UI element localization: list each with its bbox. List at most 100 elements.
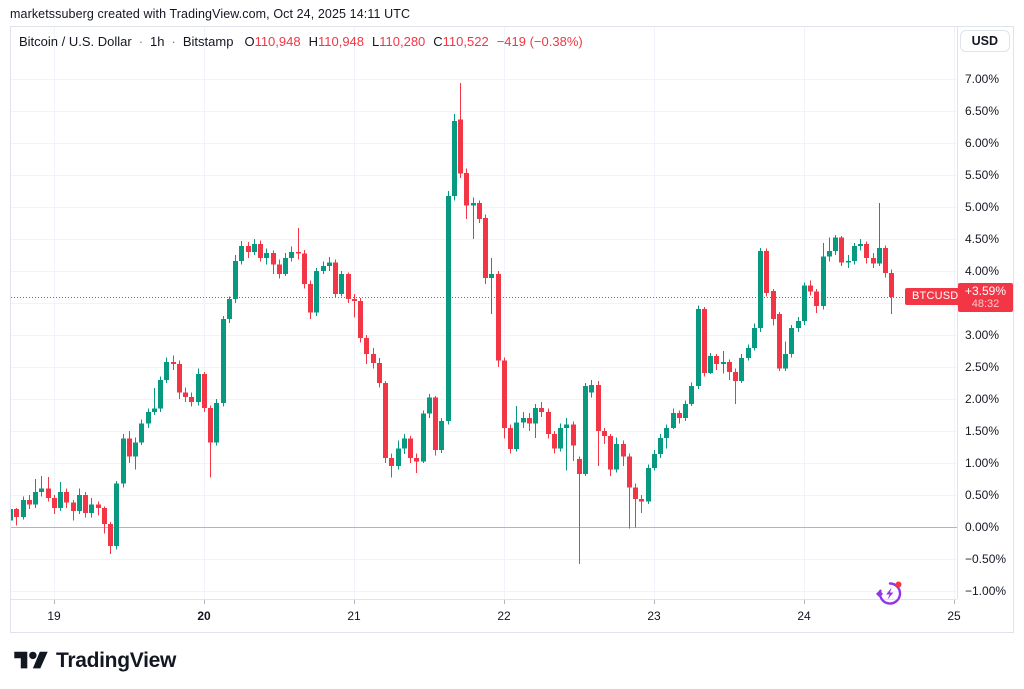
candle (214, 399, 219, 446)
candle (864, 241, 869, 264)
candle (708, 352, 713, 375)
candle (33, 479, 38, 508)
price-tick-label: 0.50% (965, 488, 1000, 502)
interval-label[interactable]: 1h (150, 34, 165, 49)
candle (827, 237, 832, 262)
price-tick-label: 1.00% (965, 456, 1000, 470)
candle (802, 282, 807, 325)
candle (658, 434, 663, 458)
candle (783, 341, 788, 371)
lightning-refresh-icon[interactable] (875, 578, 905, 608)
candle (889, 269, 894, 314)
candle (752, 323, 757, 351)
candle (114, 480, 119, 550)
price-tick-label: 7.00% (965, 72, 1000, 86)
candle (352, 294, 357, 318)
candle (402, 434, 407, 455)
candle (314, 267, 319, 316)
candle (227, 296, 232, 323)
candle (483, 214, 488, 284)
candle (689, 382, 694, 407)
candle (789, 324, 794, 358)
candle (439, 418, 444, 453)
candle (696, 305, 701, 389)
candle (839, 235, 844, 266)
candle (558, 423, 563, 452)
candle (852, 242, 857, 265)
candle (164, 357, 169, 383)
tradingview-logo-text: TradingView (56, 649, 177, 672)
bar-countdown: 48:32 (971, 298, 1000, 311)
candle (364, 335, 369, 364)
grid-lines (11, 27, 957, 599)
currency-toggle-button[interactable]: USD (959, 30, 1010, 52)
candle (77, 488, 82, 515)
price-axis[interactable]: +3.59% 48:32 7.00% 6.50% 6.00% 5.50% 5.00% 4.… (957, 27, 1014, 599)
close-value: 110,522 (442, 34, 489, 49)
time-tick (954, 600, 955, 604)
candle (677, 410, 682, 424)
candle (39, 475, 44, 497)
candle (264, 248, 269, 265)
candle (883, 245, 888, 278)
candle (627, 453, 632, 529)
price-tick-label: 5.50% (965, 168, 1000, 182)
candle (877, 203, 882, 266)
candle (46, 477, 51, 502)
time-tick (804, 600, 805, 604)
candle (552, 431, 557, 454)
candles-layer (11, 82, 894, 565)
time-tick-label: 21 (347, 609, 361, 623)
candle (414, 453, 419, 474)
candle (377, 358, 382, 388)
open-value: 110,948 (254, 34, 301, 49)
lightning-refresh-glyph (875, 581, 902, 605)
candle (339, 271, 344, 297)
candle (21, 496, 26, 520)
candle (652, 450, 657, 471)
low-value: 110,280 (379, 34, 426, 49)
candle (621, 440, 626, 467)
candle (171, 355, 176, 371)
symbol-title[interactable]: Bitcoin / U.S. Dollar (19, 34, 132, 49)
candle (346, 272, 351, 303)
time-tick-label: 22 (497, 609, 511, 623)
candle (577, 456, 582, 565)
candle (289, 246, 294, 262)
candle (358, 297, 363, 343)
candle (452, 114, 457, 201)
price-tick-label: −0.50% (965, 552, 1007, 566)
candle (471, 197, 476, 239)
candle (58, 482, 63, 511)
time-tick-label: 25 (947, 609, 961, 623)
candle (258, 240, 263, 262)
candle (602, 427, 607, 444)
price-tick-label: 6.00% (965, 136, 1000, 150)
candle (758, 247, 763, 332)
candle (564, 418, 569, 471)
candle (283, 253, 288, 277)
candle (327, 256, 332, 271)
candle (664, 424, 669, 449)
time-axis[interactable]: 19 20 21 22 23 24 25 (11, 599, 961, 633)
candle (333, 259, 338, 298)
time-tick (654, 600, 655, 604)
time-tick-label: 20 (197, 609, 211, 623)
candle (89, 498, 94, 518)
candle (446, 191, 451, 425)
candle (777, 311, 782, 371)
candle (64, 488, 69, 508)
candle (721, 351, 726, 374)
notification-dot (895, 581, 902, 588)
low-label: L (372, 34, 380, 49)
candle (108, 521, 113, 554)
candlestick-chart[interactable] (11, 27, 957, 599)
candle (396, 440, 401, 470)
price-tick-label: 6.50% (965, 104, 1000, 118)
candle (739, 354, 744, 383)
candle (121, 434, 126, 488)
tradingview-logo[interactable]: TradingView (14, 648, 176, 674)
candle (433, 395, 438, 456)
candle (133, 437, 138, 470)
